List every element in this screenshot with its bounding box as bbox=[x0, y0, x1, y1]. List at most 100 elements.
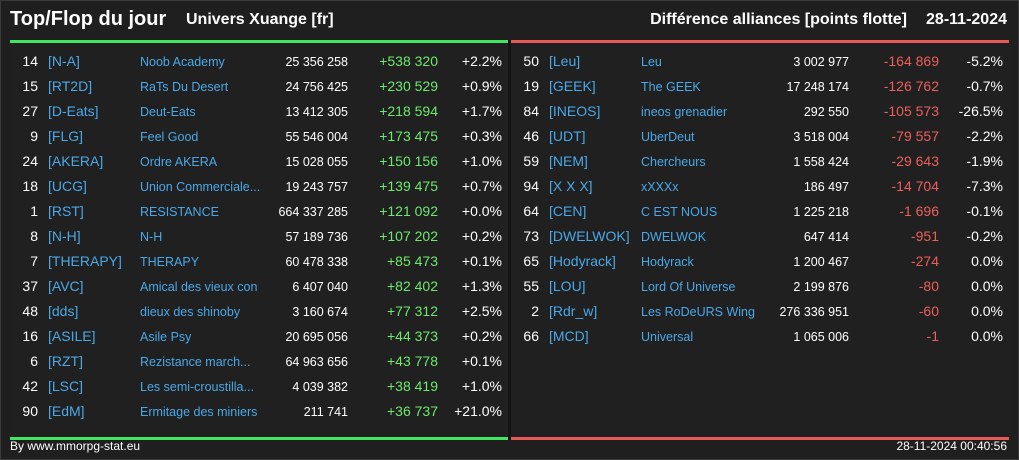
alliance-points: 211 741 bbox=[303, 405, 348, 419]
alliance-name-link[interactable]: RaTs Du Desert bbox=[140, 80, 229, 94]
alliance-tag-link[interactable]: [UDT] bbox=[549, 128, 586, 144]
points-difference: +44 373 bbox=[387, 328, 438, 344]
alliance-name-link[interactable]: Leu bbox=[641, 55, 662, 69]
alliance-rank: 94 bbox=[523, 178, 539, 194]
points-difference: -79 557 bbox=[891, 128, 939, 144]
alliance-tag-link[interactable]: [LOU] bbox=[549, 278, 586, 294]
top-row: 14 [N-A] Noob Academy 25 356 258 +538 320 +2.… bbox=[10, 49, 508, 74]
ranking-subtitle: Différence alliances [points flotte] bbox=[650, 11, 907, 28]
alliance-points: 276 336 951 bbox=[779, 305, 849, 319]
alliance-tag-link[interactable]: [Rdr_w] bbox=[549, 303, 598, 319]
alliance-tag-link[interactable]: [X X X] bbox=[549, 178, 593, 194]
alliance-tag-link[interactable]: [THERAPY] bbox=[48, 253, 122, 269]
percent-change: 0.0% bbox=[971, 278, 1003, 294]
alliance-points: 186 497 bbox=[803, 180, 849, 194]
alliance-name-link[interactable]: Chercheurs bbox=[641, 155, 706, 169]
alliance-tag-link[interactable]: [ASILE] bbox=[48, 328, 96, 344]
alliance-rank: 65 bbox=[523, 253, 539, 269]
alliance-tag-link[interactable]: [Hodyrack] bbox=[549, 253, 616, 269]
top-row: 6 [RZT] Rezistance march... 64 963 656 +43 7… bbox=[10, 349, 508, 374]
alliance-points: 64 963 656 bbox=[285, 355, 348, 369]
flop-row: 66 [MCD] Universal 1 065 006 -1 0.0% bbox=[511, 324, 1009, 349]
alliance-name-link[interactable]: N-H bbox=[140, 230, 163, 244]
alliance-tag-link[interactable]: [RT2D] bbox=[48, 78, 93, 94]
flop-row: 19 [GEEK] The GEEK 17 248 174 -126 762 -0.7% bbox=[511, 74, 1009, 99]
alliance-tag-link[interactable]: [MCD] bbox=[549, 328, 589, 344]
alliance-name-link[interactable]: Ordre AKERA bbox=[140, 155, 218, 169]
alliance-name-link[interactable]: Asile Psy bbox=[140, 330, 192, 344]
alliance-name-link[interactable]: Noob Academy bbox=[140, 55, 225, 69]
alliance-name-link[interactable]: C EST NOUS bbox=[641, 205, 718, 219]
alliance-tag-link[interactable]: [UCG] bbox=[48, 178, 87, 194]
alliance-tag-link[interactable]: [RST] bbox=[48, 203, 84, 219]
alliance-tag-link[interactable]: [Leu] bbox=[549, 53, 581, 69]
alliance-tag-link[interactable]: [NEM] bbox=[549, 153, 588, 169]
alliance-rank: 9 bbox=[30, 128, 38, 144]
points-difference: +139 475 bbox=[379, 178, 438, 194]
points-difference: +230 529 bbox=[379, 78, 438, 94]
percent-change: -7.3% bbox=[966, 178, 1003, 194]
alliance-name-link[interactable]: Rezistance march... bbox=[140, 355, 251, 369]
alliance-points: 25 356 258 bbox=[285, 55, 348, 69]
alliance-name-link[interactable]: Feel Good bbox=[140, 130, 199, 144]
points-difference: -14 704 bbox=[891, 178, 939, 194]
alliance-name-link[interactable]: Lord Of Universe bbox=[641, 280, 736, 294]
alliance-tag-link[interactable]: [CEN] bbox=[549, 203, 587, 219]
alliance-rank: 37 bbox=[22, 278, 38, 294]
alliance-name-link[interactable]: Les RoDeURS Wing bbox=[641, 305, 755, 319]
alliance-name-link[interactable]: DWELWOK bbox=[641, 230, 707, 244]
points-difference: +538 320 bbox=[379, 53, 438, 69]
percent-change: +0.3% bbox=[461, 128, 502, 144]
points-difference: +150 156 bbox=[379, 153, 438, 169]
alliance-name-link[interactable]: dieux des shinoby bbox=[140, 305, 241, 319]
alliance-tag-link[interactable]: [EdM] bbox=[48, 403, 85, 419]
alliance-name-link[interactable]: Universal bbox=[641, 330, 694, 344]
alliance-name-link[interactable]: THERAPY bbox=[140, 255, 200, 269]
alliance-rank: 48 bbox=[22, 303, 38, 319]
alliance-tag-link[interactable]: [GEEK] bbox=[549, 78, 596, 94]
alliance-points: 2 199 876 bbox=[793, 280, 849, 294]
header: Top/Flop du jour Univers Xuange [fr] Dif… bbox=[0, 0, 1019, 40]
points-difference: +82 402 bbox=[387, 278, 438, 294]
top-row: 90 [EdM] Ermitage des miniers 211 741 +36 73… bbox=[10, 399, 508, 424]
alliance-tag-link[interactable]: [AVC] bbox=[48, 278, 84, 294]
alliance-rank: 1 bbox=[30, 203, 38, 219]
alliance-name-link[interactable]: Ermitage des miniers bbox=[140, 405, 258, 419]
alliance-name-link[interactable]: Les semi-croustilla... bbox=[140, 380, 254, 394]
alliance-tag-link[interactable]: [INEOS] bbox=[549, 103, 601, 119]
alliance-tag-link[interactable]: [DWELWOK] bbox=[549, 228, 630, 244]
alliance-tag-link[interactable]: [D-Eats] bbox=[48, 103, 99, 119]
alliance-name-link[interactable]: The GEEK bbox=[641, 80, 701, 94]
points-difference: +36 737 bbox=[387, 403, 438, 419]
alliance-name-link[interactable]: Hodyrack bbox=[641, 255, 694, 269]
points-difference: -126 762 bbox=[883, 78, 939, 94]
alliance-rank: 55 bbox=[523, 278, 539, 294]
top-panel: 14 [N-A] Noob Academy 25 356 258 +538 320 +2.… bbox=[10, 40, 508, 440]
alliance-tag-link[interactable]: [N-A] bbox=[48, 53, 80, 69]
alliance-name-link[interactable]: xXXXx bbox=[641, 180, 679, 194]
top-list: 14 [N-A] Noob Academy 25 356 258 +538 320 +2.… bbox=[10, 49, 508, 424]
alliance-points: 1 200 467 bbox=[793, 255, 849, 269]
alliance-name-link[interactable]: Union Commerciale... bbox=[140, 180, 261, 194]
alliance-rank: 90 bbox=[22, 403, 38, 419]
alliance-points: 1 065 006 bbox=[793, 330, 849, 344]
alliance-name-link[interactable]: Amical des vieux con bbox=[140, 280, 258, 294]
alliance-points: 55 546 004 bbox=[285, 130, 348, 144]
alliance-tag-link[interactable]: [AKERA] bbox=[48, 153, 104, 169]
points-difference: +173 475 bbox=[379, 128, 438, 144]
alliance-name-link[interactable]: ineos grenadier bbox=[641, 105, 728, 119]
alliance-tag-link[interactable]: [RZT] bbox=[48, 353, 83, 369]
alliance-tag-link[interactable]: [N-H] bbox=[48, 228, 81, 244]
percent-change: +0.1% bbox=[461, 353, 502, 369]
points-difference: -274 bbox=[910, 253, 939, 269]
alliance-tag-link[interactable]: [LSC] bbox=[48, 378, 84, 394]
percent-change: +0.7% bbox=[461, 178, 502, 194]
points-difference: -164 869 bbox=[883, 53, 939, 69]
alliance-name-link[interactable]: RESISTANCE bbox=[140, 205, 219, 219]
alliance-name-link[interactable]: UberDeut bbox=[641, 130, 695, 144]
alliance-tag-link[interactable]: [FLG] bbox=[48, 128, 84, 144]
flop-row: 2 [Rdr_w] Les RoDeURS Wing 276 336 951 -60 0.… bbox=[511, 299, 1009, 324]
alliance-tag-link[interactable]: [dds] bbox=[48, 303, 79, 319]
flop-panel: 50 [Leu] Leu 3 002 977 -164 869 -5.2% 19 [GEEK]… bbox=[511, 40, 1009, 440]
alliance-name-link[interactable]: Deut-Eats bbox=[140, 105, 196, 119]
